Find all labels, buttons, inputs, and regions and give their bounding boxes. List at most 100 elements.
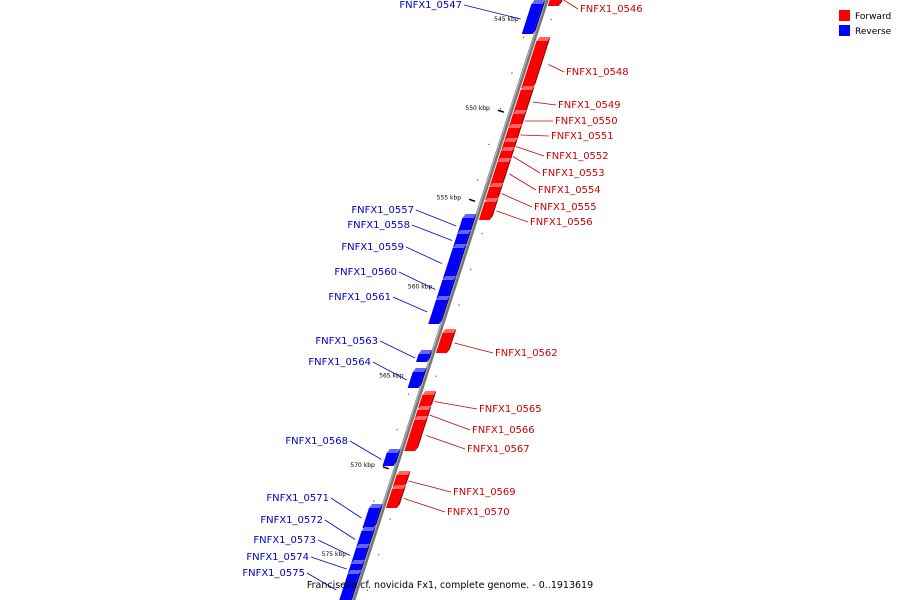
gene-body[interactable] (362, 508, 380, 528)
minor-tick (470, 268, 472, 270)
gene-label[interactable]: FNFX1_0565 (479, 404, 542, 415)
gene-label[interactable]: FNFX1_0547 (399, 0, 462, 11)
gene-label[interactable]: FNFX1_0550 (555, 116, 618, 127)
gene-fnfx1_0570[interactable] (385, 485, 407, 508)
gene-body[interactable] (521, 41, 548, 88)
gene-label[interactable]: FNFX1_0557 (351, 205, 414, 216)
gene-body[interactable] (392, 475, 408, 487)
gene-label[interactable]: FNFX1_0559 (341, 242, 404, 253)
gene-label[interactable]: FNFX1_0570 (447, 507, 510, 518)
gene-label[interactable]: FNFX1_0560 (334, 267, 397, 278)
gene-fnfx1_0568[interactable] (382, 449, 401, 466)
gene-bevel (350, 560, 365, 564)
gene-label[interactable]: FNFX1_0571 (266, 493, 329, 504)
gene-label[interactable]: FNFX1_0568 (285, 436, 348, 447)
gene-fnfx1_0559[interactable] (442, 244, 467, 279)
gene-fnfx1_0573[interactable] (351, 544, 371, 563)
gene-body[interactable] (547, 0, 563, 6)
gene-body[interactable] (478, 202, 496, 220)
gene-fnfx1_0562[interactable] (435, 329, 457, 353)
gene-fnfx1_0567[interactable] (404, 416, 429, 451)
gene-body[interactable] (512, 90, 532, 114)
tick-label: 560 kbp (408, 284, 433, 291)
gene-bevel (442, 329, 457, 333)
gene-body[interactable] (435, 333, 454, 353)
gene-body[interactable] (416, 354, 430, 362)
gene-leader-line (563, 0, 579, 10)
gene-label[interactable]: FNFX1_0564 (308, 357, 371, 368)
minor-tick (373, 500, 375, 502)
gene-label[interactable]: FNFX1_0555 (534, 202, 597, 213)
gene-body[interactable] (428, 300, 447, 324)
minor-tick (396, 429, 398, 431)
gene-label[interactable]: FNFX1_0563 (315, 336, 378, 347)
gene-label[interactable]: FNFX1_0556 (530, 217, 593, 228)
gene-body[interactable] (382, 453, 398, 466)
tick-label: 565 kbp (379, 373, 404, 380)
gene-body[interactable] (442, 248, 464, 279)
gene-body[interactable] (436, 280, 454, 299)
gene-body[interactable] (337, 574, 359, 600)
gene-label[interactable]: FNFX1_0561 (328, 292, 391, 303)
gene-label[interactable]: FNFX1_0546 (580, 4, 643, 15)
gene-body[interactable] (407, 372, 424, 388)
gene-leader-line (310, 556, 347, 570)
gene-side (429, 391, 437, 408)
gene-fnfx1_0547[interactable] (521, 0, 546, 34)
gene-fnfx1_0571[interactable] (362, 504, 383, 528)
gene-fnfx1_0554[interactable] (489, 158, 512, 186)
gene-label[interactable]: FNFX1_0567 (467, 444, 530, 455)
gene-body[interactable] (385, 489, 404, 508)
gene-side (519, 110, 527, 128)
gene-body[interactable] (351, 548, 368, 563)
gene-bevel (536, 37, 551, 41)
gene-leader-line (403, 498, 446, 513)
gene-label[interactable]: FNFX1_0558 (347, 220, 410, 231)
gene-fnfx1_0548[interactable] (521, 37, 551, 88)
gene-body[interactable] (485, 187, 501, 200)
gene-label[interactable]: FNFX1_0573 (253, 535, 316, 546)
gene-label[interactable]: FNFX1_0548 (566, 67, 629, 78)
gene-fnfx1_0565[interactable] (418, 391, 437, 408)
gene-bevel (347, 570, 362, 574)
gene-fnfx1_0561[interactable] (428, 296, 450, 324)
gene-side (415, 416, 429, 451)
gene-fnfx1_0575[interactable] (337, 570, 362, 600)
gene-label[interactable]: FNFX1_0566 (472, 425, 535, 436)
gene-body[interactable] (418, 395, 434, 408)
gene-fnfx1_0560[interactable] (436, 276, 457, 299)
gene-fnfx1_0563[interactable] (416, 350, 433, 362)
gene-body[interactable] (404, 420, 426, 451)
gene-label[interactable]: FNFX1_0554 (538, 185, 601, 196)
gene-leader-line (496, 210, 529, 223)
gene-fnfx1_0555[interactable] (485, 183, 504, 200)
gene-label[interactable]: FNFX1_0551 (551, 131, 614, 142)
gene-fnfx1_0549[interactable] (512, 86, 535, 114)
gene-label[interactable]: FNFX1_0569 (453, 487, 516, 498)
gene-leader-line (434, 401, 478, 410)
gene-body[interactable] (453, 234, 469, 247)
gene-body[interactable] (356, 531, 373, 548)
gene-label[interactable]: FNFX1_0549 (558, 100, 621, 111)
gene-label[interactable]: FNFX1_0562 (495, 348, 558, 359)
gene-fnfx1_0556[interactable] (478, 198, 499, 220)
gene-fnfx1_0572[interactable] (356, 527, 376, 548)
gene-fnfx1_0569[interactable] (392, 471, 411, 487)
gene-leader-line (372, 361, 407, 381)
minor-tick (476, 179, 479, 181)
gene-side (446, 329, 457, 353)
gene-leader-line (405, 246, 442, 264)
minor-tick (407, 393, 410, 395)
gene-label[interactable]: FNFX1_0552 (546, 151, 609, 162)
gene-fnfx1_0546[interactable] (547, 0, 566, 6)
gene-leader-line (512, 156, 541, 174)
gene-label[interactable]: FNFX1_0575 (242, 568, 305, 579)
gene-fnfx1_0564[interactable] (407, 368, 427, 388)
gene-fnfx1_0558[interactable] (453, 230, 472, 247)
gene-body[interactable] (489, 162, 509, 186)
gene-label[interactable]: FNFX1_0553 (542, 168, 605, 179)
gene-label[interactable]: FNFX1_0572 (260, 515, 323, 526)
gene-label[interactable]: FNFX1_0574 (246, 552, 309, 563)
gene-side (373, 504, 383, 528)
gene-body[interactable] (521, 4, 543, 34)
